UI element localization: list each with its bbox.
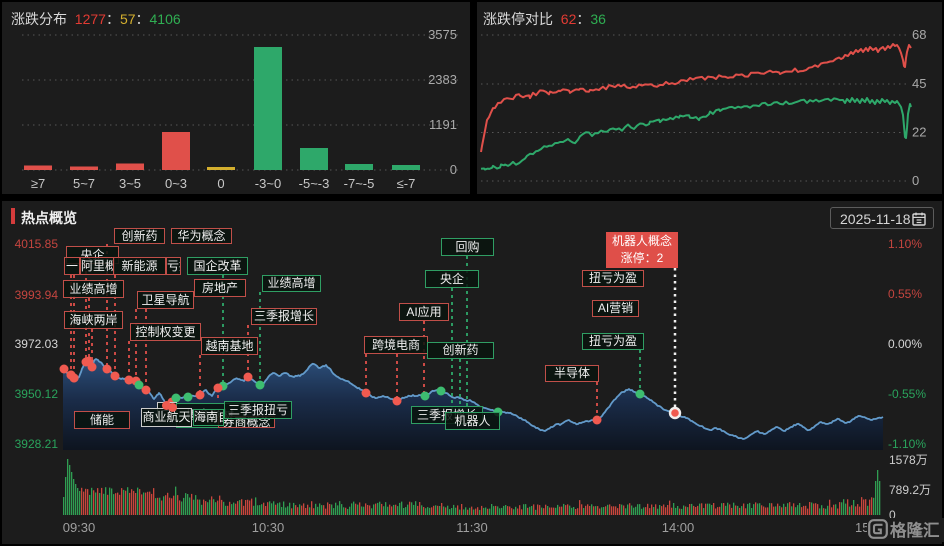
svg-text:-5~-3: -5~-3 (299, 176, 330, 191)
svg-text:68: 68 (912, 27, 926, 42)
svg-text:3~5: 3~5 (119, 176, 141, 191)
svg-text:0: 0 (217, 176, 224, 191)
svg-text:≥7: ≥7 (31, 176, 45, 191)
svg-text:22: 22 (912, 125, 926, 140)
svg-text:3575: 3575 (428, 27, 457, 42)
svg-text:5~7: 5~7 (73, 176, 95, 191)
svg-text:0~3: 0~3 (165, 176, 187, 191)
svg-text:2383: 2383 (428, 72, 457, 87)
svg-text:45: 45 (912, 76, 926, 91)
svg-text:格隆汇: 格隆汇 (890, 520, 940, 540)
svg-text:≤-7: ≤-7 (397, 176, 416, 191)
svg-text:0: 0 (912, 173, 919, 188)
svg-text:-7~-5: -7~-5 (344, 176, 375, 191)
svg-text:-3~0: -3~0 (255, 176, 281, 191)
svg-text:0: 0 (450, 162, 457, 177)
svg-text:1191: 1191 (429, 117, 457, 132)
